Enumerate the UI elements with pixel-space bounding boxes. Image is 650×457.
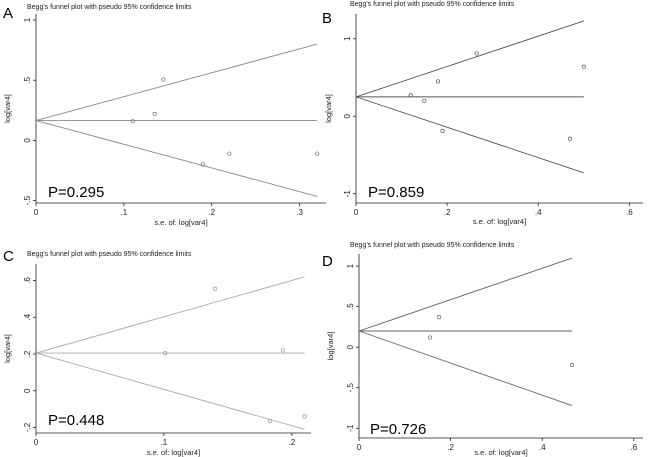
panel-c: C Begg's funnel plot with pseudo 95% conf… [3, 248, 311, 457]
study-point [161, 77, 166, 82]
study-point [422, 98, 427, 103]
study-point [130, 119, 135, 124]
study-point [213, 286, 218, 291]
y-axis-label: log[var4] [326, 332, 335, 361]
lower-confidence-limit [35, 120, 318, 197]
x-tick-label: .6 [626, 208, 633, 217]
x-tick-label: .6 [631, 443, 638, 452]
y-tick-label: 1 [343, 36, 352, 41]
x-tick-label: 0 [357, 443, 362, 452]
study-point [227, 151, 232, 156]
x-axis-label: s.e. of: log[var4] [474, 448, 527, 457]
lower-confidence-limit [355, 96, 584, 174]
x-tick-label: 0 [354, 208, 359, 217]
x-tick-label: 0 [34, 208, 39, 217]
study-point [437, 315, 442, 320]
y-tick-label: -.5 [346, 383, 355, 393]
p-value-label: P=0.726 [370, 421, 426, 438]
p-value-label: P=0.295 [48, 184, 104, 201]
study-point [474, 51, 479, 56]
chart-title: Begg's funnel plot with pseudo 95% confi… [350, 1, 515, 8]
x-tick-label: .1 [121, 208, 128, 217]
study-point [440, 128, 445, 134]
y-tick-label: 1 [23, 17, 32, 22]
study-point [302, 414, 307, 419]
p-value-label: P=0.859 [368, 184, 424, 201]
study-point [152, 111, 157, 116]
y-tick-label: .5 [23, 76, 32, 83]
x-tick-label: .4 [535, 208, 542, 217]
x-axis-label: s.e. of: log[var4] [473, 217, 526, 226]
x-tick-label: 0 [34, 438, 39, 447]
y-axis-label: log[var4] [3, 94, 12, 123]
y-tick-label: 0 [23, 388, 32, 393]
y-tick-label: -.5 [23, 195, 32, 205]
study-point [200, 162, 206, 167]
upper-confidence-limit [35, 43, 318, 121]
x-tick-label: .3 [296, 208, 303, 217]
upper-confidence-limit [355, 20, 584, 98]
study-point [568, 136, 573, 141]
y-tick-label: .6 [23, 277, 32, 284]
lower-confidence-limit [35, 352, 305, 430]
x-tick-label: .2 [208, 208, 215, 217]
study-point [163, 351, 168, 356]
chart-title: Begg's funnel plot with pseudo 95% confi… [27, 4, 192, 11]
x-axis-label: s.e. of: log[var4] [147, 448, 200, 457]
x-tick-label: .2 [444, 208, 451, 217]
y-tick-label: -1 [346, 424, 355, 432]
chart-title: Begg's funnel plot with pseudo 95% confi… [27, 251, 192, 258]
upper-confidence-limit [35, 276, 305, 354]
study-point [569, 362, 575, 368]
panel-label: A [3, 5, 13, 22]
study-point [581, 64, 586, 69]
panel-d: D Begg's funnel plot with pseudo 95% conf… [322, 242, 643, 457]
study-point [435, 79, 441, 84]
study-point [427, 335, 433, 340]
x-axis-label: s.e. of: log[var4] [154, 218, 207, 227]
study-point [280, 348, 285, 353]
y-tick-label: 0 [23, 138, 32, 143]
upper-confidence-limit [358, 257, 573, 332]
y-axis-label: log[var4] [3, 334, 12, 363]
y-tick-label: -1 [343, 190, 352, 198]
study-point [315, 151, 320, 156]
y-tick-label: 0 [346, 344, 355, 349]
lower-confidence-limit [358, 330, 573, 407]
y-tick-label: .5 [346, 303, 355, 310]
y-tick-label: -.2 [23, 422, 32, 432]
y-axis-label: log[var4] [324, 94, 333, 123]
x-tick-label: .4 [539, 443, 546, 452]
y-tick-label: .2 [23, 350, 32, 357]
panel-b: B Begg's funnel plot with pseudo 95% conf… [322, 1, 643, 226]
y-tick-label: .4 [23, 313, 32, 320]
y-tick-label: 0 [343, 113, 352, 118]
x-tick-label: .2 [288, 438, 295, 447]
panel-label: B [322, 10, 332, 27]
y-tick-label: 1 [346, 263, 355, 268]
p-value-label: P=0.448 [48, 412, 104, 429]
chart-title: Begg's funnel plot with pseudo 95% confi… [350, 242, 515, 249]
x-tick-label: .1 [161, 438, 168, 447]
panel-a: A Begg's funnel plot with pseudo 95% conf… [3, 4, 326, 227]
study-point [268, 419, 273, 424]
panel-label: D [322, 253, 333, 270]
study-point [408, 93, 413, 98]
panel-label: C [3, 248, 14, 265]
x-tick-label: .2 [447, 443, 454, 452]
